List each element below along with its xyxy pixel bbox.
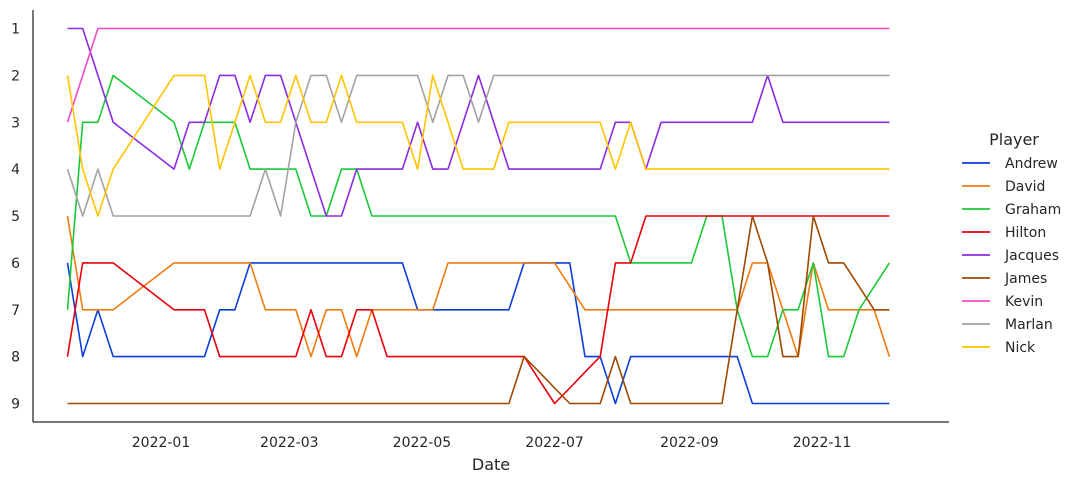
x-axis-ticks: 2022-01 2022-03 2022-05 2022-07 2022-09 2022-… xyxy=(132,435,852,451)
x-tick-label: 2022-07 xyxy=(525,435,584,451)
legend-label-david: David xyxy=(1005,179,1045,195)
y-tick-label: 9 xyxy=(11,397,20,413)
legend-label-jacques: Jacques xyxy=(1004,248,1059,264)
legend-label-graham: Graham xyxy=(1005,202,1061,218)
legend-label-hilton: Hilton xyxy=(1005,225,1046,241)
x-tick-label: 2022-09 xyxy=(660,435,719,451)
y-tick-label: 3 xyxy=(11,115,20,131)
x-tick-label: 2022-05 xyxy=(393,435,452,451)
y-axis-ticks: 1 2 3 4 5 6 7 8 9 xyxy=(11,22,20,413)
y-tick-label: 8 xyxy=(11,350,20,366)
y-tick-label: 5 xyxy=(11,209,20,225)
x-tick-label: 2022-11 xyxy=(793,435,852,451)
legend-label-andrew: Andrew xyxy=(1005,156,1058,172)
y-tick-label: 1 xyxy=(11,22,20,38)
legend-label-kevin: Kevin xyxy=(1005,294,1043,310)
y-tick-label: 6 xyxy=(11,256,20,272)
series-line-andrew xyxy=(66,262,890,405)
legend-label-james: James xyxy=(1004,271,1047,287)
series-line-nick xyxy=(66,74,890,217)
y-tick-label: 2 xyxy=(11,68,20,84)
legend-label-marlan: Marlan xyxy=(1005,317,1053,333)
series-lines xyxy=(66,27,891,405)
series-line-david xyxy=(66,215,891,358)
legend-label-nick: Nick xyxy=(1005,340,1036,356)
legend-title: Player xyxy=(989,130,1039,149)
x-tick-label: 2022-01 xyxy=(132,435,191,451)
x-axis-title: Date xyxy=(472,455,510,474)
x-tick-label: 2022-03 xyxy=(260,435,319,451)
y-tick-label: 4 xyxy=(11,162,20,178)
series-line-jacques xyxy=(67,27,890,217)
y-tick-label: 7 xyxy=(11,303,20,319)
series-line-james xyxy=(67,215,890,405)
series-line-kevin xyxy=(66,27,890,123)
legend: Player Andrew David Graham Hilton Jacques Jam… xyxy=(962,130,1061,356)
series-line-marlan xyxy=(66,74,890,217)
